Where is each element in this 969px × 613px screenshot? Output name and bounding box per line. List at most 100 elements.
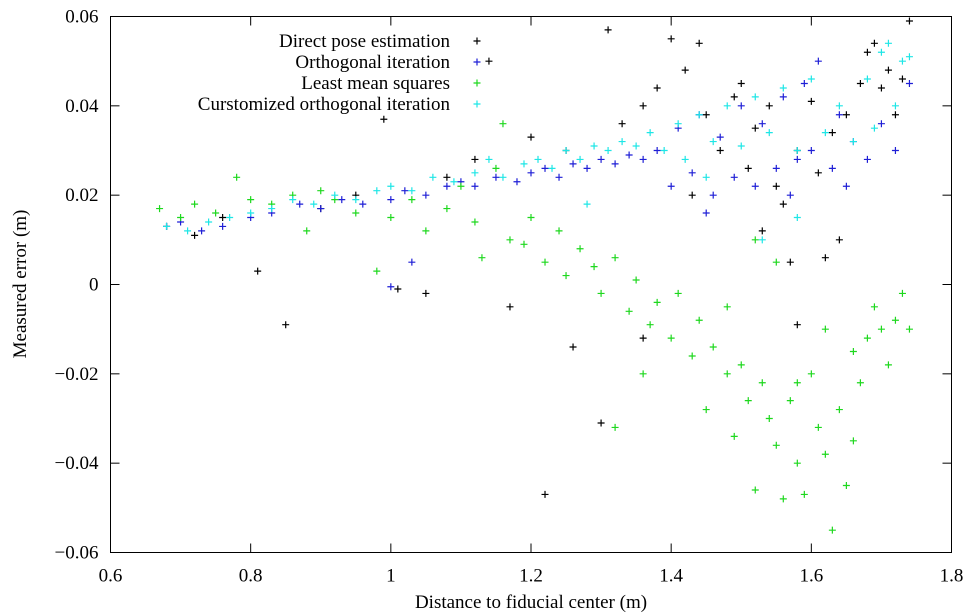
- data-point: [618, 138, 626, 146]
- data-point: [674, 289, 682, 297]
- data-point: [513, 178, 521, 186]
- x-tick-label: 0.6: [99, 566, 123, 587]
- data-point: [751, 236, 759, 244]
- legend-label: Orthogonal iteration: [295, 52, 450, 73]
- data-point: [779, 93, 787, 101]
- series-0-points: [163, 17, 913, 498]
- data-point: [814, 423, 822, 431]
- data-point: [835, 102, 843, 110]
- data-point: [863, 155, 871, 163]
- data-point: [541, 490, 549, 498]
- y-tick-label: 0: [89, 275, 99, 296]
- data-point: [611, 254, 619, 262]
- legend-label: Curstomized orthogonal iteration: [198, 94, 451, 115]
- data-point: [744, 164, 752, 172]
- data-point: [548, 164, 556, 172]
- data-point: [807, 97, 815, 105]
- data-point: [828, 129, 836, 137]
- data-point: [632, 276, 640, 284]
- data-point: [877, 84, 885, 92]
- data-point: [590, 263, 598, 271]
- data-point: [793, 379, 801, 387]
- data-point: [667, 334, 675, 342]
- data-point: [709, 343, 717, 351]
- data-point: [331, 191, 339, 199]
- data-point: [429, 173, 437, 181]
- data-point: [702, 173, 710, 181]
- data-point: [471, 169, 479, 177]
- data-point: [457, 182, 465, 190]
- data-point: [639, 370, 647, 378]
- x-tick-label: 1.2: [519, 566, 543, 587]
- data-point: [226, 214, 234, 221]
- data-point: [387, 196, 395, 204]
- data-point: [688, 169, 696, 177]
- data-point: [527, 169, 535, 177]
- data-point: [786, 191, 794, 199]
- legend-label: Least mean squares: [301, 73, 450, 94]
- data-point: [359, 200, 367, 208]
- data-point: [506, 303, 514, 311]
- data-point: [863, 334, 871, 342]
- legend-marker: [473, 58, 481, 66]
- data-point: [786, 258, 794, 266]
- ticks-layer: 0.6 0.8 1 1.2 1.4 1.6 1.8 −0.06 −0.04 −0.02 0 0.02 0…: [55, 7, 964, 587]
- legend-label: Direct pose estimation: [279, 31, 450, 52]
- data-point: [303, 227, 311, 235]
- data-point: [338, 196, 346, 204]
- data-point: [380, 115, 388, 123]
- data-point: [821, 129, 829, 137]
- data-point: [569, 343, 577, 351]
- data-point: [856, 379, 864, 387]
- data-point: [863, 75, 871, 83]
- data-point: [779, 200, 787, 208]
- data-point: [842, 111, 850, 119]
- data-point: [576, 155, 584, 163]
- data-point: [681, 66, 689, 74]
- data-point: [611, 160, 619, 168]
- data-point: [219, 214, 227, 221]
- data-point: [408, 187, 416, 195]
- data-point: [233, 173, 241, 181]
- data-point: [814, 169, 822, 177]
- data-point: [443, 205, 451, 213]
- data-point: [772, 164, 780, 172]
- data-point: [765, 415, 773, 422]
- data-point: [723, 370, 731, 378]
- data-point: [905, 17, 913, 25]
- legend-marker: [473, 37, 481, 45]
- data-point: [205, 218, 213, 226]
- data-point: [877, 325, 885, 333]
- data-point: [849, 437, 857, 445]
- data-point: [800, 80, 808, 87]
- data-point: [485, 57, 493, 65]
- data-point: [779, 495, 787, 503]
- data-point: [177, 214, 185, 221]
- data-point: [702, 111, 710, 119]
- y-tick-label: −0.02: [55, 364, 99, 385]
- data-point: [247, 209, 255, 217]
- data-point: [716, 133, 724, 141]
- data-point: [800, 490, 808, 498]
- data-point: [772, 441, 780, 449]
- data-point: [618, 120, 626, 128]
- y-tick-label: −0.06: [55, 543, 99, 564]
- data-point: [870, 124, 878, 132]
- data-point: [905, 53, 913, 61]
- data-point: [534, 155, 542, 163]
- data-point: [793, 459, 801, 467]
- x-tick-label: 0.8: [239, 566, 263, 587]
- data-point: [555, 227, 563, 235]
- data-point: [870, 303, 878, 311]
- data-point: [576, 245, 584, 253]
- data-point: [471, 182, 479, 190]
- data-point: [317, 205, 325, 213]
- data-point: [653, 147, 661, 154]
- x-tick-label: 1.6: [799, 566, 823, 587]
- data-point: [877, 48, 885, 56]
- data-point: [758, 227, 766, 235]
- data-point: [282, 321, 290, 329]
- data-point: [905, 80, 913, 87]
